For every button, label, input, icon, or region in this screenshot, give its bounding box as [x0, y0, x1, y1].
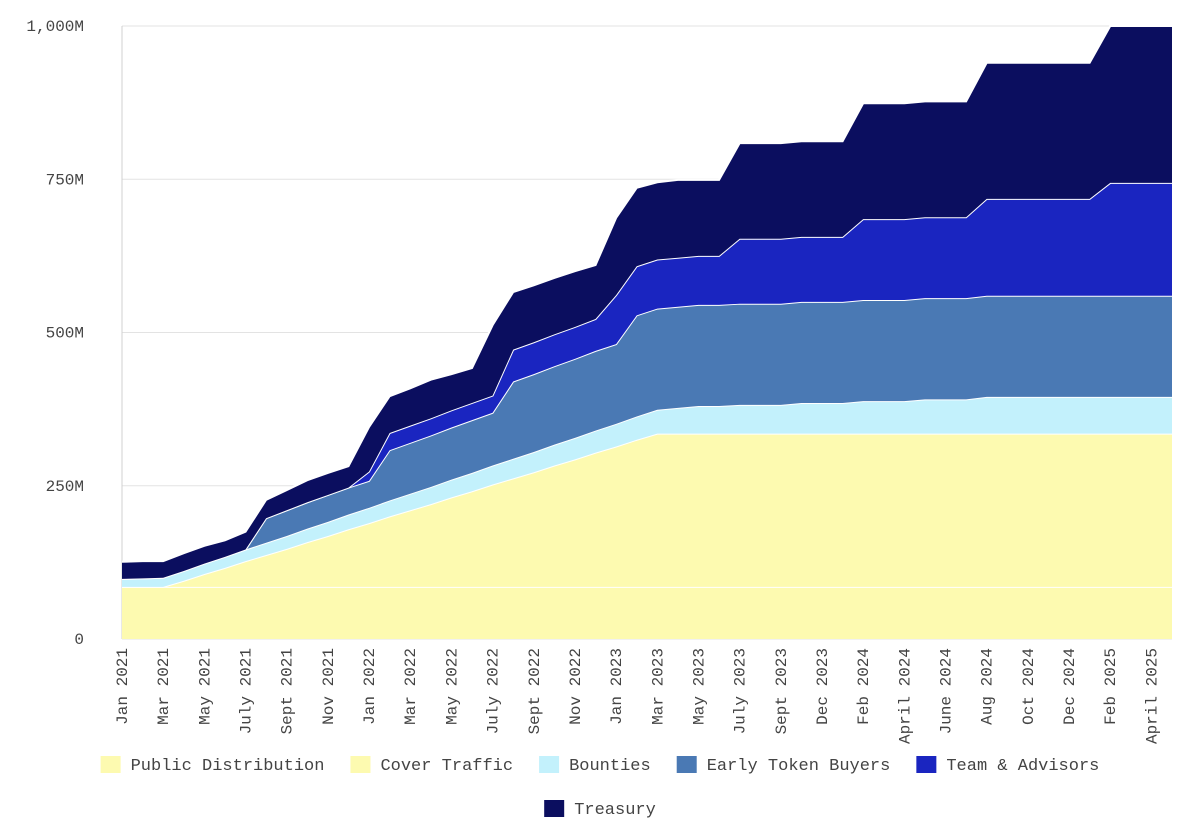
- legend-label: Treasury: [574, 801, 656, 820]
- x-tick-label: Jan 2023: [608, 648, 626, 725]
- y-tick-label: 0: [74, 631, 84, 649]
- x-tick-label: Mar 2023: [649, 648, 667, 725]
- legend-swatch: [676, 756, 697, 773]
- legend-label: Cover Traffic: [380, 757, 513, 776]
- x-tick-label: Mar 2022: [402, 648, 420, 725]
- x-tick-label: Feb 2025: [1102, 648, 1120, 725]
- x-tick-label: May 2022: [443, 648, 461, 725]
- x-tick-label: April 2025: [1143, 648, 1161, 744]
- x-tick-label: Aug 2024: [979, 648, 997, 725]
- y-tick-label: 750M: [46, 171, 84, 189]
- x-tick-label: July 2022: [485, 648, 503, 734]
- area: [122, 295, 1172, 579]
- x-tick-label: Oct 2024: [1020, 648, 1038, 725]
- legend-label: Team & Advisors: [946, 757, 1099, 776]
- x-tick-label: Sept 2022: [526, 648, 544, 734]
- legend-item: Early Token Buyers: [676, 756, 891, 776]
- x-tick-label: July 2021: [238, 648, 256, 734]
- area: [122, 26, 1172, 579]
- x-tick-label: Sept 2023: [773, 648, 791, 734]
- x-tick-label: June 2024: [938, 648, 956, 734]
- legend-item: Cover Traffic: [350, 756, 513, 776]
- area: [122, 586, 1172, 639]
- x-tick-label: Nov 2022: [567, 648, 585, 725]
- legend-item: Team & Advisors: [916, 756, 1099, 776]
- x-tick-label: May 2021: [196, 648, 214, 725]
- legend-item: Public Distribution: [100, 756, 325, 776]
- legend-label: Public Distribution: [131, 757, 325, 776]
- y-tick-label: 250M: [46, 478, 84, 496]
- area-edge: [121, 25, 1172, 563]
- x-tick-label: Dec 2024: [1061, 648, 1079, 725]
- legend-label: Early Token Buyers: [707, 757, 891, 776]
- x-tick-label: Mar 2021: [155, 648, 173, 725]
- x-tick-label: Feb 2024: [855, 648, 873, 725]
- x-tick-label: Dec 2023: [814, 648, 832, 725]
- x-tick-label: July 2023: [732, 648, 750, 734]
- legend-item: Treasury: [544, 800, 656, 820]
- legend-item: Bounties: [539, 756, 651, 776]
- x-tick-label: Sept 2021: [279, 648, 297, 734]
- x-tick-label: Jan 2022: [361, 648, 379, 725]
- legend-label: Bounties: [569, 757, 651, 776]
- x-tick-label: Jan 2021: [114, 648, 132, 725]
- x-tick-label: May 2023: [690, 648, 708, 725]
- area: [122, 433, 1172, 587]
- y-tick-label: 500M: [46, 325, 84, 343]
- area: [122, 396, 1172, 587]
- x-tick-label: Nov 2021: [320, 648, 338, 725]
- legend-swatch: [916, 756, 937, 773]
- legend-swatch: [100, 756, 121, 773]
- area: [122, 182, 1172, 579]
- x-tick-label: April 2024: [896, 648, 914, 744]
- legend-swatch: [350, 756, 371, 773]
- y-tick-label: 1,000M: [26, 18, 84, 36]
- legend-swatch: [544, 800, 565, 817]
- legend-swatch: [539, 756, 560, 773]
